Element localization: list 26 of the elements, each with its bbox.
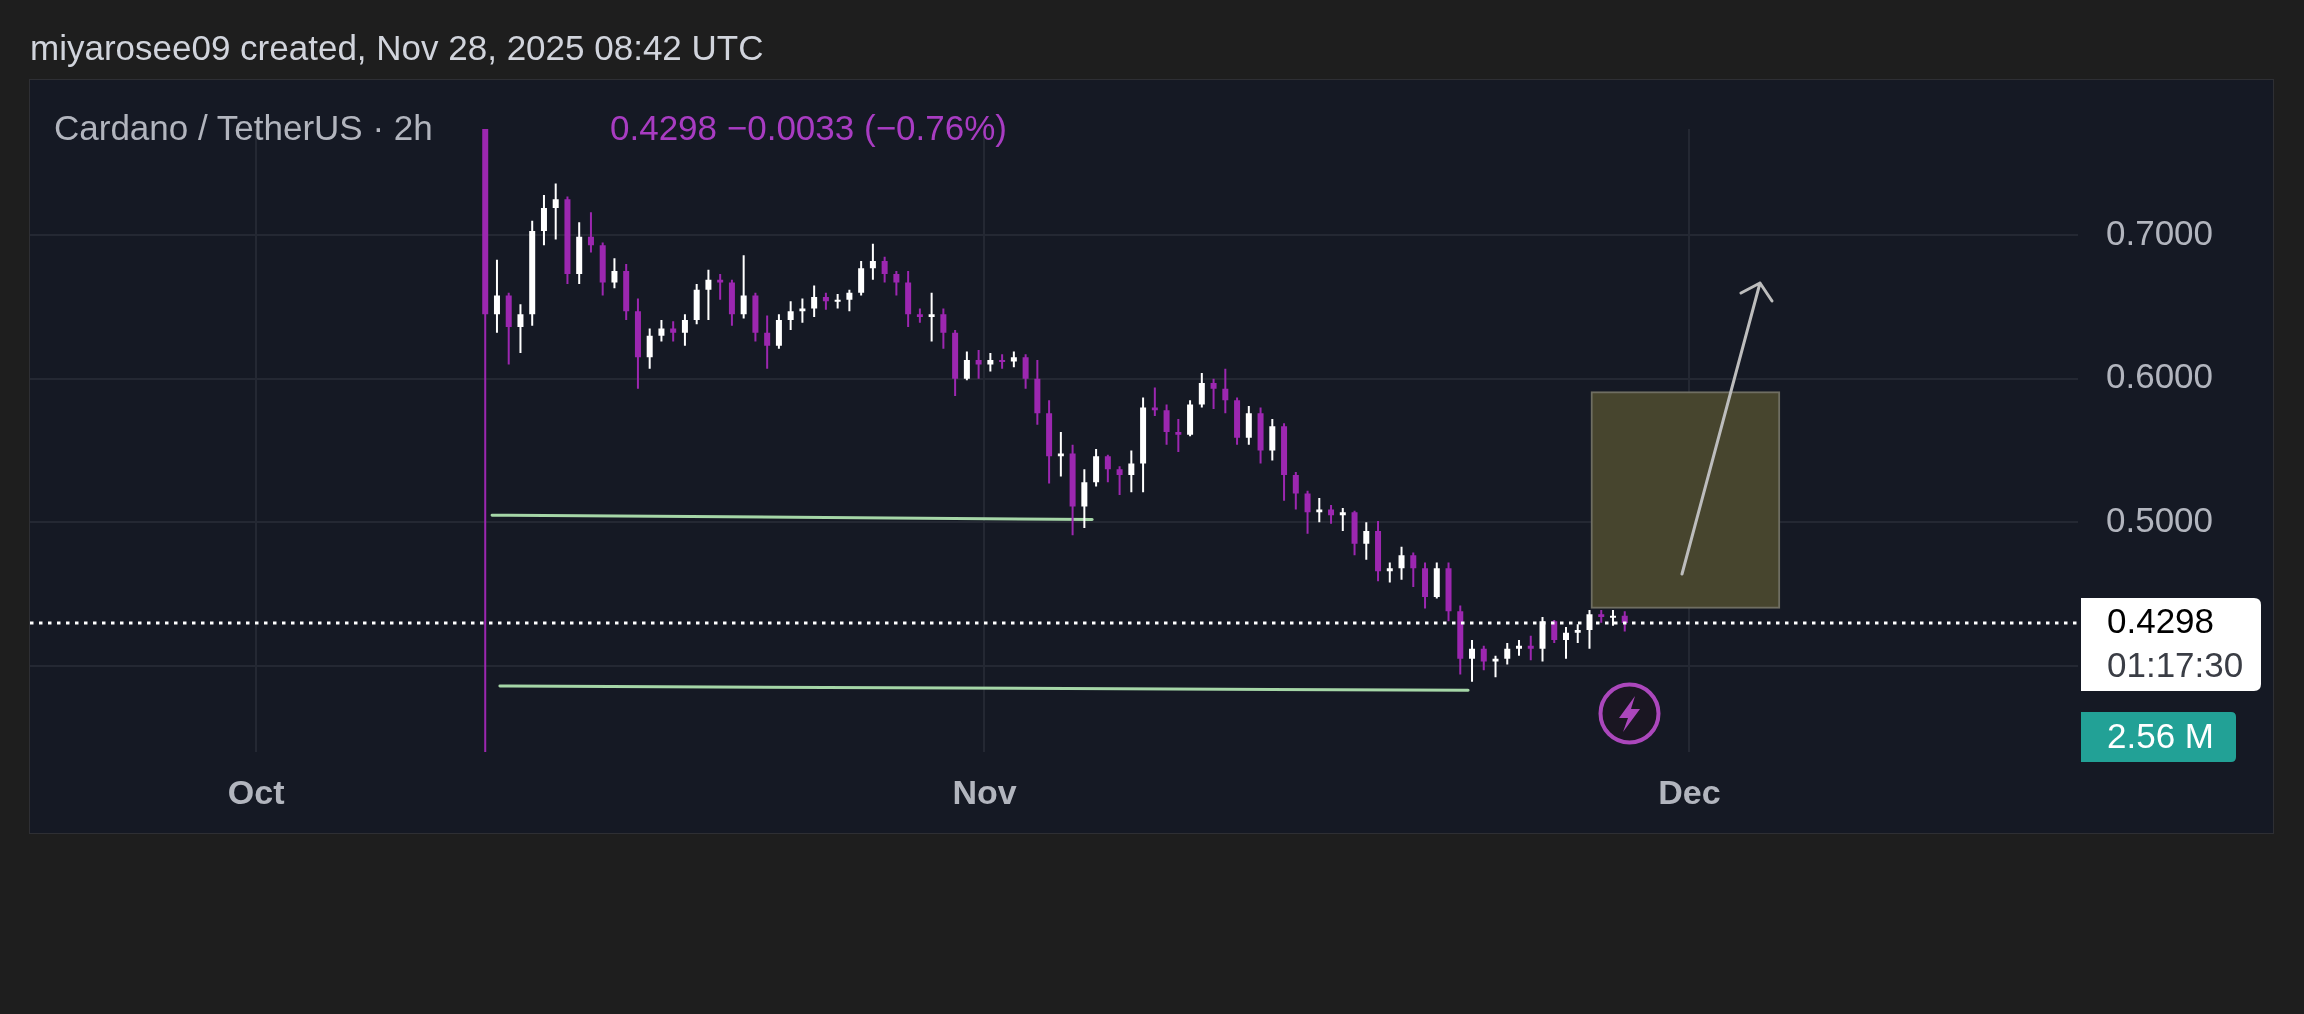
candlestick: [1175, 418, 1182, 452]
candlestick: [1339, 507, 1346, 531]
candlestick: [552, 183, 559, 240]
candlestick: [1386, 562, 1393, 583]
candlestick: [799, 298, 806, 323]
candlestick: [1527, 635, 1534, 661]
chart-subtitle: 0.4298 −0.0033 (−0.76%): [610, 107, 1007, 149]
candlestick: [928, 292, 935, 342]
candlestick: [1316, 497, 1323, 523]
candlestick: [1492, 655, 1499, 678]
x-tick-label: Dec: [1658, 772, 1721, 811]
candlestick: [916, 308, 923, 323]
y-tick-label: 0.5000: [2106, 499, 2214, 539]
text: 2.56 M: [2107, 715, 2214, 755]
y-tick-label: 0.7000: [2106, 212, 2214, 252]
y-tick-label: 0.6000: [2106, 356, 2214, 396]
candlestick: [1151, 387, 1158, 417]
candlestick: [999, 354, 1006, 369]
candlestick: [1057, 431, 1064, 477]
candlestick: [1516, 640, 1523, 656]
chart-title: Cardano / TetherUS · 2h: [54, 107, 433, 149]
text: miyarosee09 created, Nov 28, 2025 08:42 UTC: [30, 27, 764, 69]
x-tick-label: Nov: [952, 772, 1017, 811]
candlestick: [717, 273, 724, 300]
ref-line-label: 0.4298 01:17:30: [2107, 600, 2244, 684]
x-tick-label: Oct: [227, 772, 285, 811]
